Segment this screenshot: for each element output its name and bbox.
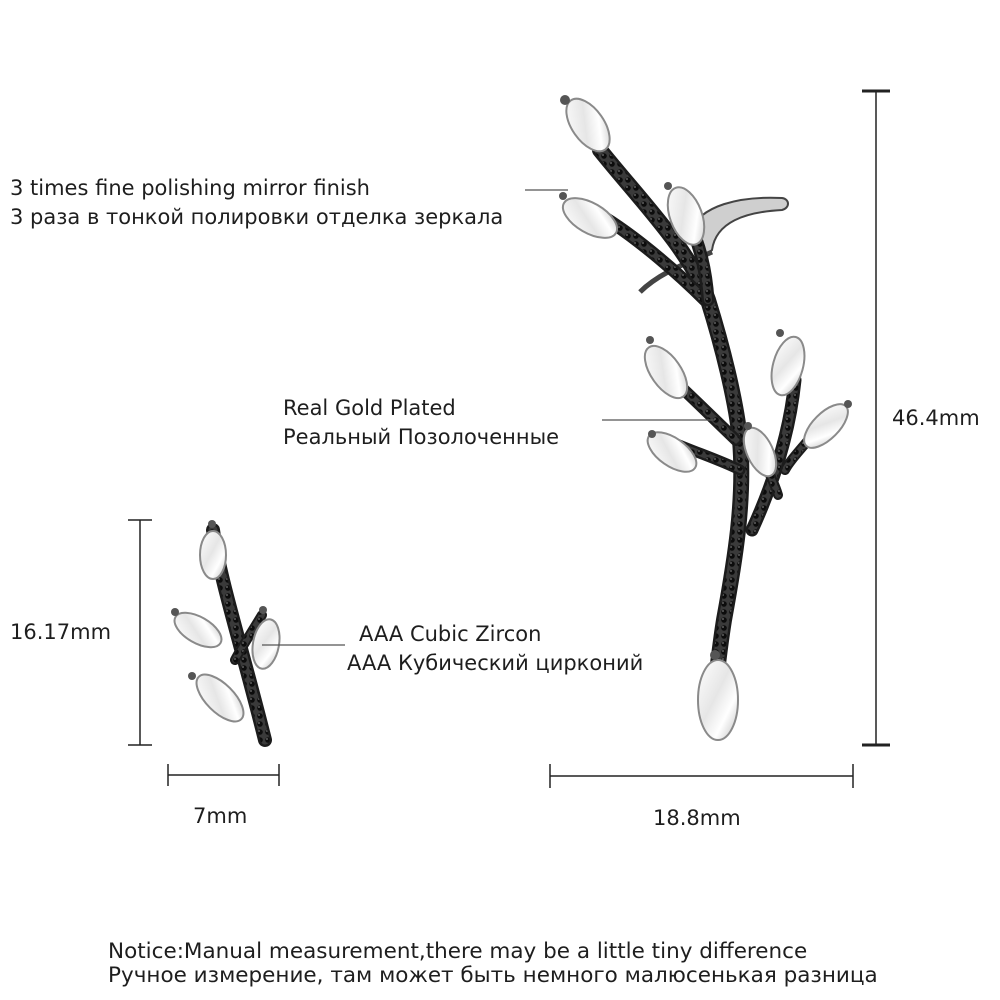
stone-callout-en: AAA Cubic Zircon [359, 622, 542, 646]
cuff-hook [688, 196, 789, 264]
prong-tips [559, 95, 852, 660]
dimension-lines [128, 89, 890, 788]
small-width-label: 7mm [193, 804, 248, 828]
leader-lines [262, 189, 715, 646]
polish-callout-en: 3 times fine polishing mirror finish [10, 176, 370, 200]
notice-ru: Ручное измерение, там может быть немного… [108, 963, 878, 988]
small-stud [171, 520, 281, 747]
marquise-stones [561, 97, 849, 741]
small-height-label: 16.17mm [10, 620, 112, 644]
polish-callout-ru: 3 раза в тонкой полировки отделка зеркал… [10, 205, 504, 229]
measurement-notice: Notice:Manual measurement,there may be a… [108, 940, 878, 988]
notice-en: Notice:Manual measurement,there may be a… [108, 939, 808, 964]
plating-callout-ru: Реальный Позолоченные [283, 425, 560, 449]
large-height-label: 46.4mm [892, 406, 980, 430]
stone-callout: AAA Cubic Zircon AAA Кубический цирконий [347, 620, 643, 678]
plating-callout-en: Real Gold Plated [283, 396, 456, 420]
plating-callout: Real Gold Plated Реальный Позолоченные [283, 394, 559, 452]
large-ear-cuff [559, 95, 852, 741]
stone-callout-ru: AAA Кубический цирконий [347, 651, 644, 675]
large-width-label: 18.8mm [653, 806, 741, 830]
polish-callout: 3 times fine polishing mirror finish 3 р… [10, 174, 503, 232]
